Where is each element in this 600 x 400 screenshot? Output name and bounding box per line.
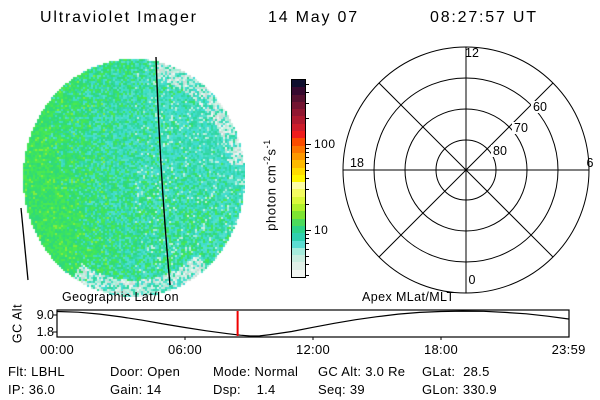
header-time-ut: 08:27:57 UT	[430, 9, 538, 26]
apex-mlatmlt-label: Apex MLat/MLT	[362, 290, 455, 304]
colorbar-band	[292, 204, 305, 212]
gc-alt-ytick-label: 1.8	[36, 325, 54, 339]
status-field: Dsp: 1.4	[213, 382, 276, 397]
status-field: Seq: 39	[318, 382, 365, 397]
colorbar-band	[292, 116, 305, 124]
time-xtick-label: 18:00	[423, 342, 459, 357]
colorbar-minor-tick	[306, 238, 309, 239]
time-xtick-label: 23:59	[551, 342, 586, 357]
colorbar-band	[292, 262, 305, 270]
colorbar-minor-tick	[306, 243, 309, 244]
gc-alt-ytick-label: 9.0	[36, 308, 54, 322]
mlt-hour-label: 12	[465, 46, 479, 60]
header-date: 14 May 07	[268, 9, 359, 26]
lat-label-backing	[512, 122, 531, 134]
mlt-hour-label: 6	[587, 156, 594, 170]
time-xtick-label: 06:00	[167, 342, 203, 357]
colorbar-minor-tick	[306, 234, 309, 235]
colorbar-minor-tick	[306, 103, 309, 104]
colorbar-unit-label: photon cm-2s-1	[262, 139, 279, 231]
status-field: Gain: 14	[110, 382, 162, 397]
uv-image-disk	[21, 57, 245, 297]
mlat-ring-label: 60	[533, 100, 547, 114]
colorbar-band	[292, 109, 305, 117]
colorbar-band	[292, 174, 305, 183]
time-xtick-label: 00:00	[39, 342, 75, 357]
orbit-plot-box	[56, 309, 570, 338]
colorbar-band	[292, 123, 305, 132]
mlt-hour-label: 0	[469, 273, 476, 287]
colorbar-band	[292, 240, 305, 248]
lat-label-backing	[491, 145, 510, 157]
colorbar-minor-tick	[306, 275, 309, 276]
colorbar-minor-tick	[306, 118, 309, 119]
colorbar-minor-tick	[306, 204, 309, 205]
colorbar-band	[292, 138, 305, 146]
status-field: Flt: LBHL	[8, 364, 65, 379]
status-field: Door: Open	[110, 364, 181, 379]
colorbar-band	[292, 218, 305, 226]
mlat-ring-label: 70	[514, 121, 528, 135]
status-field: GLat: 28.5	[422, 364, 490, 379]
colorbar-band	[292, 145, 305, 153]
colorbar-band	[292, 101, 305, 110]
colorbar-band	[292, 131, 305, 139]
status-field: GC Alt: 3.0 Re	[318, 364, 406, 379]
colorbar-band	[292, 211, 305, 219]
colorbar	[291, 79, 306, 278]
colorbar-band	[292, 80, 305, 88]
colorbar-band	[292, 152, 305, 161]
time-xtick-label: 12:00	[295, 342, 331, 357]
colorbar-tick-label: 10	[314, 223, 329, 237]
app-title: Ultraviolet Imager	[40, 9, 198, 26]
colorbar-minor-tick	[306, 92, 309, 93]
status-field: Mode: Normal	[213, 364, 299, 379]
colorbar-minor-tick	[306, 189, 309, 190]
colorbar-minor-tick	[306, 163, 309, 164]
colorbar-band	[292, 160, 305, 168]
gc-alt-curve	[56, 310, 569, 337]
colorbar-band	[292, 94, 305, 102]
colorbar-band	[292, 233, 305, 241]
colorbar-major-tick	[306, 230, 311, 231]
colorbar-minor-tick	[306, 178, 309, 179]
colorbar-minor-tick	[306, 256, 309, 257]
mlat-ring-label: 80	[493, 144, 507, 158]
gc-alt-axis-label: GC Alt	[10, 303, 25, 344]
status-field: IP: 36.0	[8, 382, 56, 397]
colorbar-tick-label: 100	[314, 137, 336, 151]
mlt-hour-label: 18	[350, 156, 364, 170]
colorbar-band	[292, 196, 305, 205]
colorbar-band	[292, 87, 305, 95]
colorbar-band	[292, 225, 305, 234]
colorbar-band	[292, 255, 305, 263]
colorbar-minor-tick	[306, 264, 309, 265]
colorbar-band	[292, 247, 305, 256]
colorbar-minor-tick	[306, 148, 309, 149]
gc-alt-orbit-plot	[53, 309, 570, 340]
colorbar-band	[292, 182, 305, 190]
colorbar-band	[292, 189, 305, 197]
colorbar-minor-tick	[306, 157, 309, 158]
colorbar-minor-tick	[306, 170, 309, 171]
status-field: GLon: 330.9	[422, 382, 497, 397]
colorbar-major-tick	[306, 144, 311, 145]
colorbar-minor-tick	[306, 84, 309, 85]
lat-label-backing	[531, 101, 550, 113]
colorbar-minor-tick	[306, 152, 309, 153]
geographic-latlon-label: Geographic Lat/Lon	[62, 290, 180, 304]
colorbar-band	[292, 167, 305, 175]
colorbar-minor-tick	[306, 249, 309, 250]
colorbar-band	[292, 269, 305, 278]
